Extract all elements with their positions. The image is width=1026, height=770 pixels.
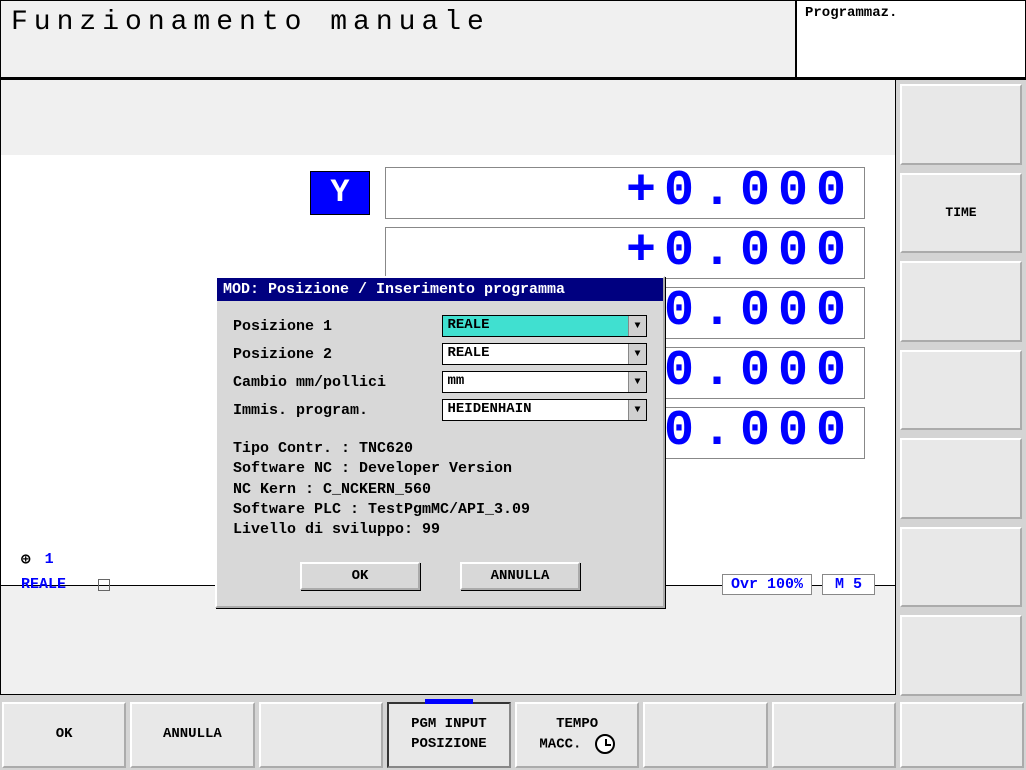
chevron-down-icon[interactable]: ▼: [628, 372, 646, 392]
softkey-ok[interactable]: OK: [2, 702, 126, 768]
chevron-down-icon[interactable]: ▼: [628, 344, 646, 364]
override-display: Ovr 100%: [722, 574, 812, 595]
softkey-8[interactable]: [900, 702, 1024, 768]
side-button-1[interactable]: [900, 84, 1022, 165]
softkey-tempo-macc[interactable]: TEMPO MACC.: [515, 702, 639, 768]
softkey-5-line1: TEMPO: [556, 716, 598, 732]
side-button-3[interactable]: [900, 261, 1022, 342]
softkey-6[interactable]: [643, 702, 767, 768]
softkey-4-line1: PGM INPUT: [411, 716, 487, 732]
softkey-3[interactable]: [259, 702, 383, 768]
dialog-cancel-button[interactable]: ANNULLA: [460, 562, 580, 590]
info-line-4: Software PLC : TestPgmMC/API_3.09: [233, 500, 647, 520]
softkey-annulla[interactable]: ANNULLA: [130, 702, 254, 768]
unit-label: Cambio mm/pollici: [233, 374, 442, 391]
softkey-4-line2: POSIZIONE: [411, 736, 487, 752]
info-line-3: NC Kern : C_NCKERN_560: [233, 480, 647, 500]
prog-label: Immis. program.: [233, 402, 442, 419]
pos2-select[interactable]: REALE ▼: [442, 343, 647, 365]
unit-value: mm: [443, 372, 628, 392]
mod-dialog: MOD: Posizione / Inserimento programma P…: [215, 276, 665, 608]
page-title: Funzionamento manuale: [0, 0, 796, 78]
prog-select[interactable]: HEIDENHAIN ▼: [442, 399, 647, 421]
info-line-2: Software NC : Developer Version: [233, 459, 647, 479]
pos1-label: Posizione 1: [233, 318, 442, 335]
softkey-5-line2: MACC.: [539, 737, 581, 753]
system-info: Tipo Contr. : TNC620 Software NC : Devel…: [233, 439, 647, 540]
chevron-down-icon[interactable]: ▼: [628, 400, 646, 420]
side-button-6[interactable]: [900, 527, 1022, 608]
info-line-1: Tipo Contr. : TNC620: [233, 439, 647, 459]
upper-blank-panel: [0, 80, 896, 155]
info-line-5: Livello di sviluppo: 99: [233, 520, 647, 540]
datum-icon: ⊕: [21, 549, 31, 569]
dro-value-1: +0.000: [385, 227, 865, 279]
side-button-time[interactable]: TIME: [900, 173, 1022, 254]
clock-icon: [595, 734, 615, 754]
prog-value: HEIDENHAIN: [443, 400, 628, 420]
pos2-label: Posizione 2: [233, 346, 442, 363]
dialog-ok-button[interactable]: OK: [300, 562, 420, 590]
dialog-title: MOD: Posizione / Inserimento programma: [217, 278, 663, 301]
mcode-display: M 5: [822, 574, 875, 595]
side-button-4[interactable]: [900, 350, 1022, 431]
axis-label-y: Y: [310, 171, 370, 215]
pos1-value: REALE: [443, 316, 628, 336]
dro-value-0: +0.000: [385, 167, 865, 219]
pos2-value: REALE: [443, 344, 628, 364]
square-icon: [98, 579, 110, 591]
unit-select[interactable]: mm ▼: [442, 371, 647, 393]
softkey-pgm-input[interactable]: PGM INPUT POSIZIONE: [387, 702, 511, 768]
chevron-down-icon[interactable]: ▼: [628, 316, 646, 336]
datum-number: 1: [45, 551, 54, 568]
side-button-5[interactable]: [900, 438, 1022, 519]
mode-indicator: Programmaz.: [796, 0, 1026, 78]
softkey-7[interactable]: [772, 702, 896, 768]
pos1-select[interactable]: REALE ▼: [442, 315, 647, 337]
position-mode-label: REALE: [21, 576, 66, 593]
side-button-7[interactable]: [900, 615, 1022, 696]
